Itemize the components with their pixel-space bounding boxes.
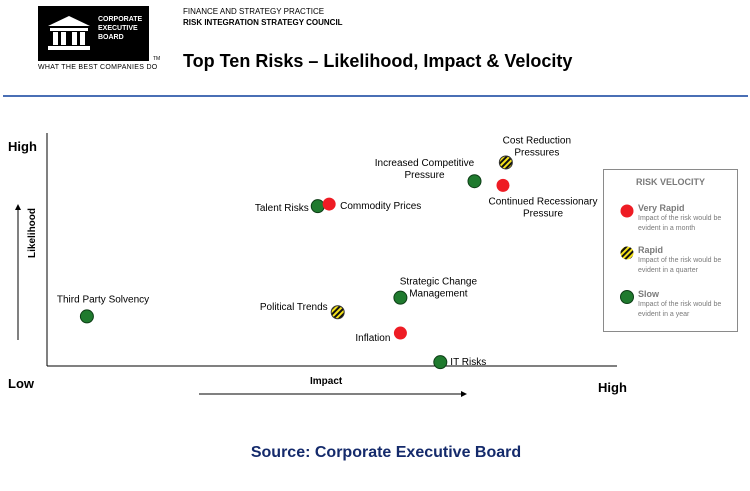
risk-point-label: Pressure: [404, 170, 444, 181]
council-label: RISK INTEGRATION STRATEGY COUNCIL: [183, 18, 343, 27]
risk-point-label: Third Party Solvency: [57, 294, 149, 305]
risk-point-continued-recessionary-pressure: [496, 178, 510, 192]
risk-point-label: Increased Competitive: [375, 158, 475, 169]
risk-point-label: Talent Risks: [255, 203, 309, 214]
very-rapid-dot-icon: [620, 204, 634, 218]
rapid-dot-icon: [620, 246, 634, 260]
logo-tagline: WHAT THE BEST COMPANIES DO: [38, 64, 158, 71]
risk-point-political-trends: [330, 305, 345, 320]
legend-title: RISK VELOCITY: [635, 177, 705, 187]
risk-point-label: IT Risks: [450, 357, 486, 368]
legend-item-label: Very Rapid: [638, 203, 685, 213]
risk-point-label: Continued Recessionary: [489, 196, 598, 207]
risk-point-strategic-change-management: [393, 290, 408, 305]
risk-velocity-legend: RISK VELOCITY Very Rapid Impact of the r…: [603, 169, 738, 332]
legend-item-label: Slow: [638, 289, 660, 299]
page-title: Top Ten Risks – Likelihood, Impact & Vel…: [183, 51, 573, 71]
company-logo: CORPORATE EXECUTIVE BOARD: [38, 6, 149, 61]
risk-point-label: Strategic Change: [400, 277, 478, 288]
logo-text: CORPORATE EXECUTIVE BOARD: [98, 16, 143, 41]
risk-point-talent-risks: [310, 199, 325, 214]
y-high-label: High: [8, 139, 37, 154]
practice-label: FINANCE AND STRATEGY PRACTICE: [183, 7, 325, 16]
header-divider: [3, 95, 748, 97]
legend-item-desc: Impact of the risk would be evident in a…: [638, 301, 722, 318]
legend-item-desc: Impact of the risk would be evident in a…: [638, 257, 722, 274]
risk-point-label: Pressures: [514, 147, 559, 158]
risk-point-label: Management: [409, 289, 468, 300]
risk-point-label: Political Trends: [260, 302, 328, 313]
legend-item-label: Rapid: [638, 245, 664, 255]
legend-item-desc: Impact of the risk would be evident in a…: [638, 215, 722, 232]
source-note: Source: Corporate Executive Board: [250, 444, 522, 461]
risk-point-cost-reduction-pressures: [498, 155, 513, 170]
slow-dot-icon: [620, 290, 634, 304]
risk-point-label: Commodity Prices: [340, 201, 421, 212]
risk-point-third-party-solvency: [79, 309, 94, 324]
risk-point-label: Inflation: [355, 333, 390, 344]
risk-point-label: Pressure: [523, 208, 563, 219]
risk-point-label: Cost Reduction: [503, 135, 571, 146]
y-axis-arrowhead: [15, 204, 21, 210]
y-axis-title: Likelihood: [27, 208, 38, 258]
risk-point-increased-competitive-pressure: [467, 174, 482, 189]
x-axis-arrowhead: [461, 391, 467, 397]
risk-point-inflation: [393, 326, 407, 340]
x-low-label: Low: [8, 376, 35, 391]
risk-point-commodity-prices: [322, 197, 336, 211]
trademark-mark: TM: [153, 56, 161, 62]
x-high-label: High: [598, 380, 627, 395]
x-axis-title: Impact: [310, 376, 343, 387]
building-icon: [48, 16, 90, 50]
risk-point-it-risks: [433, 355, 448, 370]
